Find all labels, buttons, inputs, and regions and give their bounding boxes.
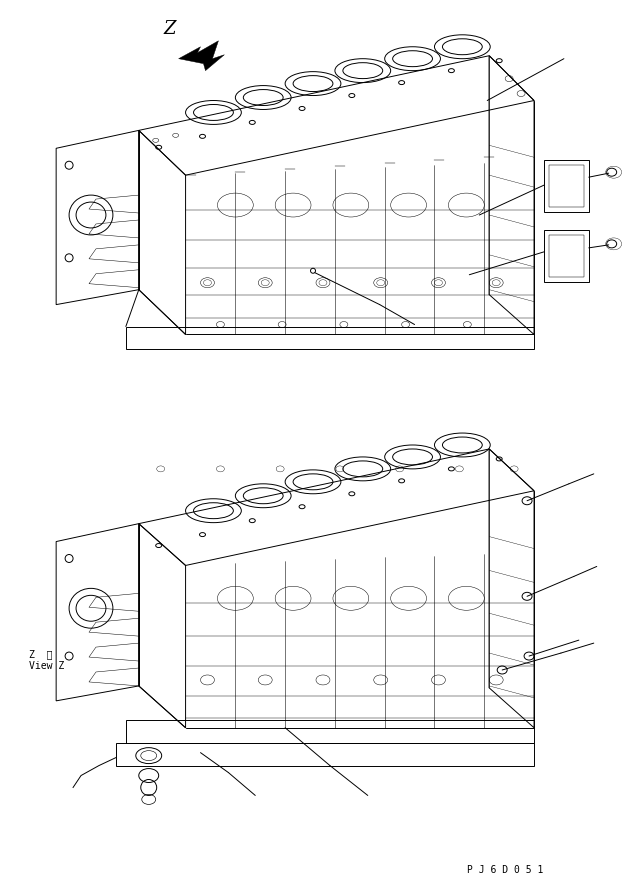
Bar — [549, 166, 584, 208]
Text: Z: Z — [163, 19, 176, 38]
Text: View Z: View Z — [29, 660, 64, 670]
Polygon shape — [179, 42, 225, 72]
Text: Z  規: Z 規 — [29, 649, 53, 658]
Bar — [549, 236, 584, 277]
Bar — [544, 161, 589, 213]
Bar — [544, 230, 589, 283]
Text: P J 6 D 0 5 1: P J 6 D 0 5 1 — [468, 864, 544, 874]
